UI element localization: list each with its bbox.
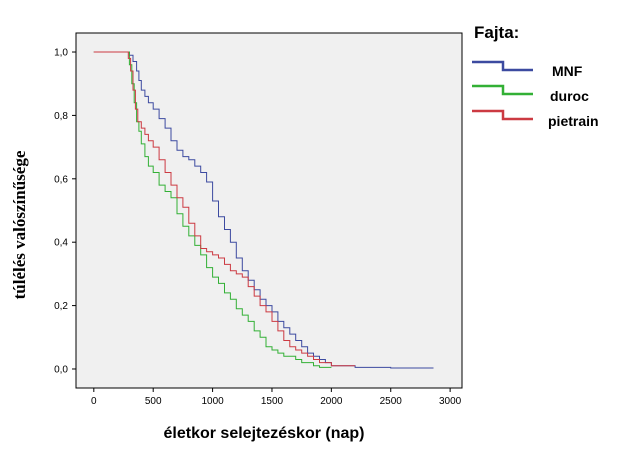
y-tick-label: 0,8 (54, 111, 68, 122)
series-line-mnf (93, 51, 434, 369)
legend-title: Fajta: (474, 23, 519, 42)
x-tick-label: 1000 (201, 396, 224, 407)
x-tick-label: 1500 (261, 396, 284, 407)
y-axis-label: túlélés valószínűsége (10, 150, 29, 299)
x-axis: 0 500 1000 1500 2000 2500 3000 (91, 388, 462, 407)
legend-label-duroc: duroc (550, 88, 589, 104)
x-tick-label: 0 (91, 396, 97, 407)
legend-swatch-mnf (472, 60, 533, 72)
x-tick-label: 500 (145, 396, 162, 407)
legend: MNF duroc pietrain (472, 60, 599, 129)
x-tick-label: 3000 (439, 396, 462, 407)
series-line-duroc (93, 51, 332, 368)
y-tick-label: 1,0 (54, 48, 68, 59)
y-tick-label: 0,0 (54, 364, 68, 375)
series-group (93, 51, 434, 369)
x-axis-label: életkor selejtezéskor (nap) (164, 425, 365, 442)
legend-label-mnf: MNF (552, 63, 583, 79)
x-tick-label: 2000 (320, 396, 343, 407)
legend-label-pietrain: pietrain (548, 113, 599, 129)
y-tick-label: 0,4 (54, 238, 68, 249)
x-tick-label: 2500 (380, 396, 403, 407)
y-tick-label: 0,6 (54, 174, 68, 185)
y-axis: 0,0 0,2 0,4 0,6 0,8 1,0 (54, 48, 76, 375)
legend-swatch-pietrain (472, 109, 533, 121)
legend-swatch-duroc (472, 84, 533, 96)
series-line-pietrain (93, 51, 356, 367)
y-tick-label: 0,2 (54, 301, 68, 312)
plot-area (75, 32, 463, 389)
